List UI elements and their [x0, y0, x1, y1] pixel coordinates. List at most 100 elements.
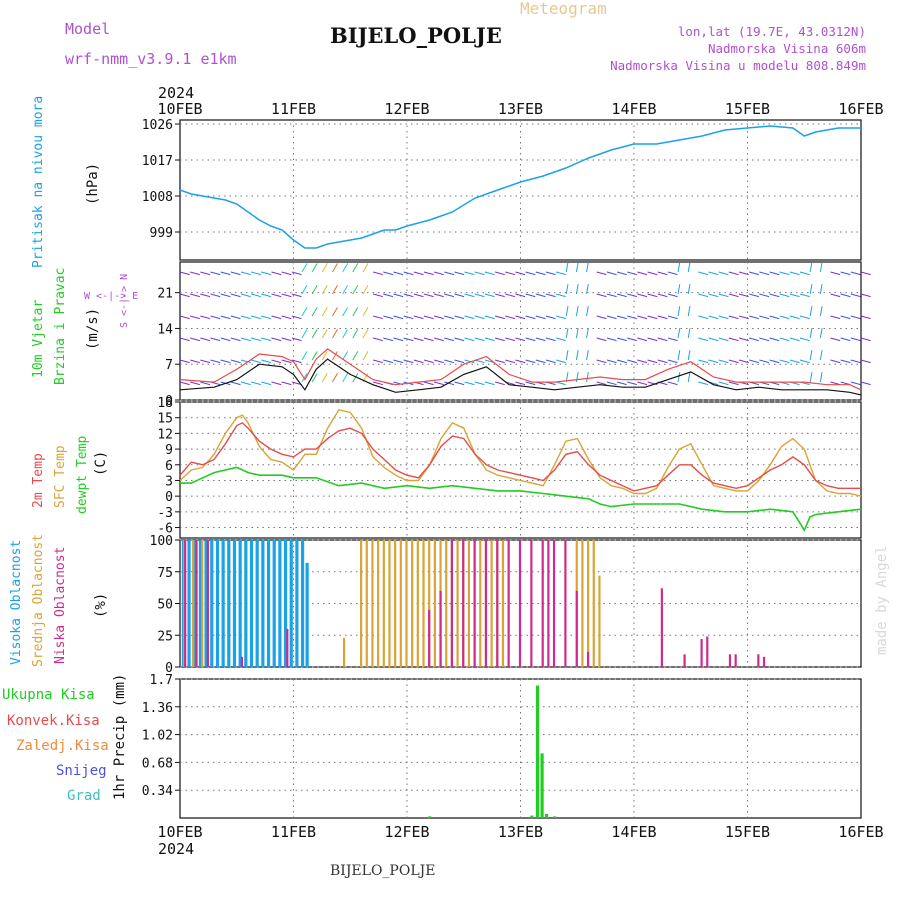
wind-arrow	[332, 329, 338, 339]
wind-arrow	[637, 271, 648, 276]
wind-arrow	[342, 373, 349, 383]
temp2m-line	[179, 422, 861, 492]
low-cloud-bar	[587, 651, 590, 667]
wind-arrow	[403, 315, 414, 320]
wind-arrow	[667, 381, 678, 386]
wind-arrow	[840, 337, 851, 342]
low-cloud-bar	[700, 639, 703, 667]
wind-arrow	[352, 285, 359, 295]
wind-arrow	[677, 372, 681, 383]
wind-arrow	[220, 337, 231, 342]
wind-arrow	[749, 337, 759, 342]
wind-arrow	[616, 315, 627, 320]
wind-arrow	[474, 271, 485, 276]
wind-arrow	[606, 381, 617, 386]
wind-arrow	[261, 381, 272, 386]
wind-arrow	[698, 381, 709, 386]
precip-bar	[535, 685, 540, 818]
wind-arrow	[281, 337, 292, 342]
wind-arrow	[647, 315, 658, 320]
wind-arrow	[210, 271, 221, 276]
wind-arrow	[575, 350, 579, 361]
wind-arrow	[596, 359, 607, 364]
high-cloud-bar	[227, 540, 231, 667]
wind-arrow	[311, 307, 318, 317]
wind-arrow	[809, 284, 813, 295]
wind-arrow	[779, 337, 790, 342]
wind-arrow	[596, 337, 607, 342]
wind-arrow	[718, 315, 729, 320]
pressure-panel: 999 1008 1017 1026	[142, 118, 862, 261]
wind-arrow	[423, 359, 434, 364]
wind-arrow	[657, 293, 668, 298]
wind-arrow	[738, 315, 749, 320]
mid-cloud-bar	[365, 540, 368, 667]
year-label-bottom: 2024	[158, 840, 194, 858]
wind-arrow	[261, 271, 272, 276]
wind-arrow	[210, 359, 221, 364]
wind-arrow	[240, 359, 251, 364]
mid-cloud-bar	[581, 540, 584, 667]
wind-arrow	[240, 271, 251, 276]
wind-arrow	[525, 381, 536, 386]
low-cloud-bar	[496, 540, 499, 667]
wind-arrow	[515, 315, 526, 320]
wind-arrow	[789, 271, 800, 276]
wind-arrow	[759, 337, 770, 342]
wind-arrow	[718, 271, 729, 276]
wind-arrow	[332, 263, 338, 273]
wind-arrow	[190, 271, 200, 276]
wind-arrow	[809, 372, 813, 383]
wind-arrow	[850, 315, 861, 320]
x-tick-label-top: 14FEB	[611, 100, 656, 118]
mid-cloud-bar	[467, 540, 471, 667]
x-tick-label-top: 16FEB	[838, 100, 883, 118]
wind-arrow	[779, 359, 790, 364]
wind-arrow	[515, 359, 526, 364]
x-axis-top: 10FEB 11FEB 12FEB 13FEB 14FEB 15FEB 16FEB	[157, 100, 883, 118]
wind-arrow	[484, 293, 495, 298]
wind-arrow	[525, 359, 536, 364]
wind-arrow	[433, 381, 444, 386]
wind-arrow	[291, 293, 302, 298]
wind-arrow	[575, 262, 579, 273]
wind-arrow	[627, 293, 638, 298]
wind-arrow	[464, 293, 475, 298]
x-tick-label-bottom: 11FEB	[271, 823, 316, 841]
wind-arrow	[545, 271, 556, 276]
wind-arrow	[687, 350, 691, 361]
wind-arrow	[454, 337, 465, 342]
high-cloud-bar	[272, 540, 276, 667]
temp-side-label-1: 2m Temp	[31, 453, 46, 508]
wind-arrow	[240, 315, 251, 320]
wind-arrow	[677, 328, 681, 339]
wind-arrow	[575, 328, 579, 339]
wind-arrow	[708, 337, 719, 342]
clouds-ytick-label: 0	[165, 661, 173, 676]
wind-compass-sn: S <-|-> N	[119, 274, 130, 328]
wind-arrow	[769, 271, 780, 276]
wind-arrow	[586, 306, 589, 317]
mid-cloud-bar	[598, 575, 601, 667]
high-cloud-bar	[249, 540, 254, 667]
wind-arrow	[362, 307, 369, 317]
wind-arrow	[830, 293, 841, 298]
wind-arrow	[433, 315, 444, 320]
wind-arrow	[342, 329, 349, 339]
wind-arrow	[698, 271, 709, 276]
wind-arrow	[525, 271, 536, 276]
wind-arrow	[271, 381, 282, 386]
cloud-side-label-3: Niska Oblacnost	[53, 547, 68, 664]
wind-ytick-label: 0	[165, 394, 173, 409]
wind-arrow	[657, 271, 668, 276]
wind-arrow	[647, 337, 658, 342]
wind-arrow	[860, 381, 871, 386]
mid-cloud-bar	[182, 540, 186, 667]
wind-arrow	[372, 293, 383, 298]
wind-arrow	[759, 315, 770, 320]
wind-arrow	[444, 315, 455, 320]
wind-arrow	[271, 315, 282, 320]
wind-arrow	[220, 271, 231, 276]
wind-arrow	[383, 359, 394, 364]
wind-arrow	[535, 315, 546, 320]
